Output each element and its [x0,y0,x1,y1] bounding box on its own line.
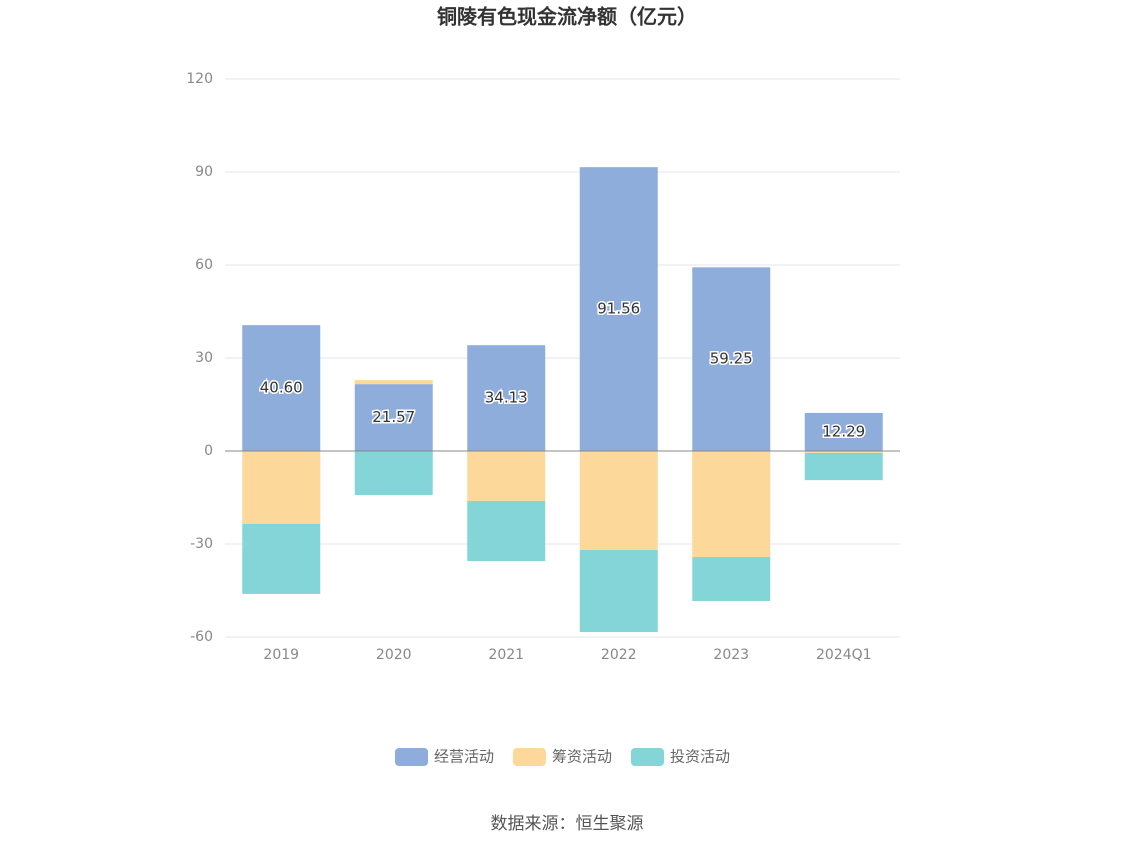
bar [692,557,771,602]
data-label: 91.56 [597,300,640,318]
x-tick-label: 2023 [713,647,749,663]
bar [467,500,546,562]
data-label: 34.13 [485,389,528,407]
x-tick-label: 2024Q1 [816,647,872,663]
bar [242,523,321,594]
bar [467,345,546,451]
y-tick-label: 30 [195,350,213,366]
source: 数据来源：恒生聚源 [491,814,644,834]
legend-swatch [513,748,546,766]
legend-swatch [631,748,664,766]
bar [804,451,883,453]
bar [579,451,658,550]
x-tick-label: 2021 [488,647,524,663]
data-label: 12.29 [822,422,865,440]
bar [354,380,433,385]
bar [354,384,433,451]
y-tick-label: 90 [195,164,213,180]
y-tick-label: -60 [190,629,213,645]
y-tick-label: -30 [190,536,213,552]
legend-label: 筹资活动 [552,748,612,766]
data-label: 59.25 [710,350,753,368]
y-tick-label: 120 [186,71,213,87]
bar [804,452,883,481]
bar [692,451,771,558]
x-tick-label: 2019 [263,647,299,663]
x-tick-label: 2022 [601,647,637,663]
bar [692,267,771,451]
legend-label: 投资活动 [670,748,730,766]
data-label: 21.57 [372,408,415,426]
bar [242,325,321,451]
chart-title: 铜陵有色现金流净额（亿元） [437,5,697,29]
bar [467,451,546,501]
bar [579,167,658,451]
y-tick-label: 0 [204,443,213,459]
bar [354,451,433,496]
x-tick-label: 2020 [376,647,412,663]
bar [804,412,883,451]
bar [579,549,658,633]
legend-label: 经营活动 [434,748,494,766]
bar [242,451,321,524]
legend-swatch [395,748,428,766]
y-tick-label: 60 [195,257,213,273]
data-label: 40.60 [260,379,303,397]
